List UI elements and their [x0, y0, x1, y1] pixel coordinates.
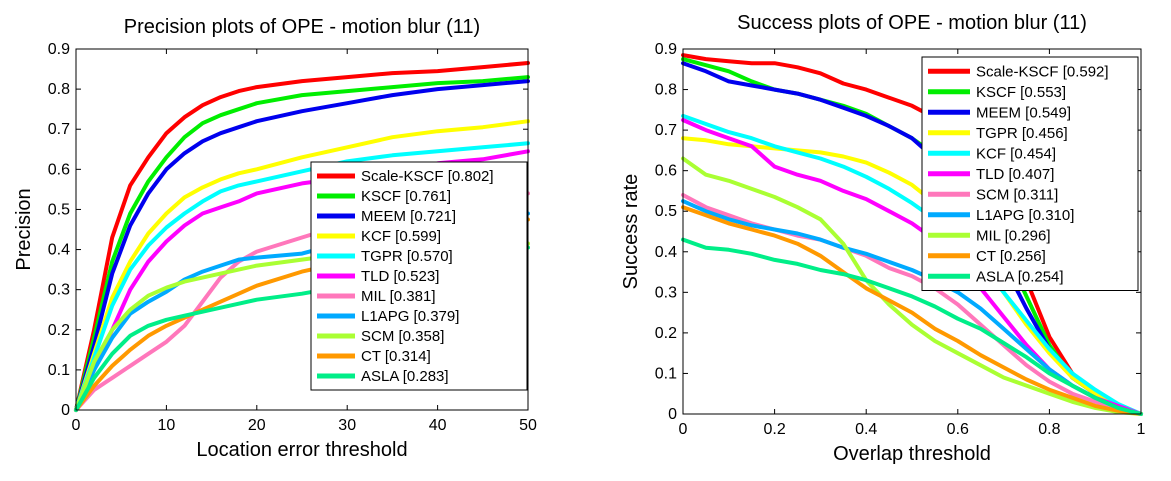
- series-line-9: [681, 205, 1143, 416]
- x-tick-label: 0.8: [1038, 421, 1060, 438]
- x-tick-label: 0.2: [763, 421, 785, 438]
- legend-entry-2: MEEM [0.721]: [361, 208, 456, 225]
- series-line-4: [681, 113, 1143, 416]
- series-line-2: [74, 79, 530, 412]
- legend-entry-7: L1APG [0.379]: [361, 308, 459, 325]
- y-tick-label: 0.8: [48, 81, 70, 98]
- y-tick-label: 0: [668, 406, 677, 423]
- y-tick-label: 0.5: [48, 201, 70, 218]
- y-tick-label: 0.6: [48, 161, 70, 178]
- success-plot-panel: Success plots of OPE - motion blur (11) 0…: [620, 12, 1146, 465]
- series-line-3: [681, 136, 1143, 416]
- legend-entry-9: CT [0.314]: [361, 348, 431, 365]
- y-tick-label: 0.2: [655, 325, 677, 342]
- legend-entry-6: SCM [0.311]: [976, 186, 1058, 203]
- x-tick-label: 40: [429, 417, 447, 434]
- legend-entry-10: ASLA [0.283]: [361, 368, 449, 385]
- y-tick-label: 0.1: [655, 365, 677, 382]
- legend-entry-5: TLD [0.523]: [361, 268, 439, 285]
- x-tick-label: 1: [1137, 421, 1146, 438]
- y-tick-label: 0.1: [48, 362, 70, 379]
- y-tick-label: 0.6: [655, 163, 677, 180]
- y-tick-label: 0.3: [48, 282, 70, 299]
- y-tick-label: 0.4: [48, 242, 70, 259]
- x-tick-label: 0.4: [855, 421, 877, 438]
- series-line-10: [681, 237, 1143, 416]
- x-tick-label: 0.6: [947, 421, 969, 438]
- axes-frame: [682, 48, 1142, 415]
- y-tick-label: 0: [61, 402, 70, 419]
- legend-entry-6: MIL [0.381]: [361, 288, 436, 305]
- series-line-4: [74, 141, 530, 412]
- x-tick-label: 10: [158, 417, 176, 434]
- y-tick-label: 0.4: [655, 244, 677, 261]
- series-line-1: [74, 75, 530, 412]
- legend-entry-4: KCF [0.454]: [976, 145, 1056, 162]
- y-tick-label: 0.9: [48, 41, 70, 58]
- y-axis-label: Precision: [13, 188, 35, 270]
- legend: Scale-KSCF [0.802] KSCF [0.761] MEEM [0.72…: [310, 161, 528, 391]
- legend-entry-8: MIL [0.296]: [976, 227, 1051, 244]
- series-lines: [681, 53, 1143, 416]
- legend-entry-4: TGPR [0.570]: [361, 248, 453, 265]
- legend-entry-1: KSCF [0.761]: [361, 188, 451, 205]
- legend-entry-10: ASLA [0.254]: [976, 268, 1064, 285]
- legend-entry-3: KCF [0.599]: [361, 228, 441, 245]
- chart-title: Precision plots of OPE - motion blur (11…: [124, 16, 480, 38]
- y-tick-label: 0.8: [655, 82, 677, 99]
- series-line-3: [74, 119, 530, 412]
- legend-entry-2: MEEM [0.549]: [976, 104, 1071, 121]
- legend-entry-7: L1APG [0.310]: [976, 207, 1074, 224]
- x-axis-label: Overlap threshold: [833, 443, 991, 465]
- legend-entry-1: KSCF [0.553]: [976, 84, 1066, 101]
- x-tick-label: 50: [519, 417, 537, 434]
- precision-plot-panel: Precision plots of OPE - motion blur (11…: [13, 16, 537, 461]
- y-tick-label: 0.9: [655, 41, 677, 58]
- legend: Scale-KSCF [0.592] KSCF [0.553] MEEM [0.54…: [921, 56, 1139, 291]
- y-axis-label: Success rate: [620, 174, 642, 290]
- legend-entry-3: TGPR [0.456]: [976, 125, 1068, 142]
- chart-title: Success plots of OPE - motion blur (11): [737, 12, 1087, 34]
- y-tick-label: 0.7: [48, 121, 70, 138]
- legend-entry-0: Scale-KSCF [0.802]: [361, 168, 494, 185]
- series-line-8: [681, 156, 1143, 416]
- x-tick-label: 0: [679, 421, 688, 438]
- x-tick-label: 0: [72, 417, 81, 434]
- y-tick-label: 0.5: [655, 203, 677, 220]
- axes-frame: [75, 48, 529, 411]
- legend-entry-0: Scale-KSCF [0.592]: [976, 63, 1109, 80]
- x-axis-label: Location error threshold: [196, 439, 407, 461]
- legend-entry-9: CT [0.256]: [976, 248, 1046, 265]
- y-tick-label: 0.2: [48, 322, 70, 339]
- x-tick-label: 20: [248, 417, 266, 434]
- series-line-0: [681, 53, 1143, 416]
- x-tick-label: 30: [338, 417, 356, 434]
- y-tick-label: 0.7: [655, 122, 677, 139]
- legend-entry-5: TLD [0.407]: [976, 166, 1054, 183]
- y-tick-label: 0.3: [655, 284, 677, 301]
- series-line-0: [74, 61, 530, 412]
- legend-entry-8: SCM [0.358]: [361, 328, 444, 345]
